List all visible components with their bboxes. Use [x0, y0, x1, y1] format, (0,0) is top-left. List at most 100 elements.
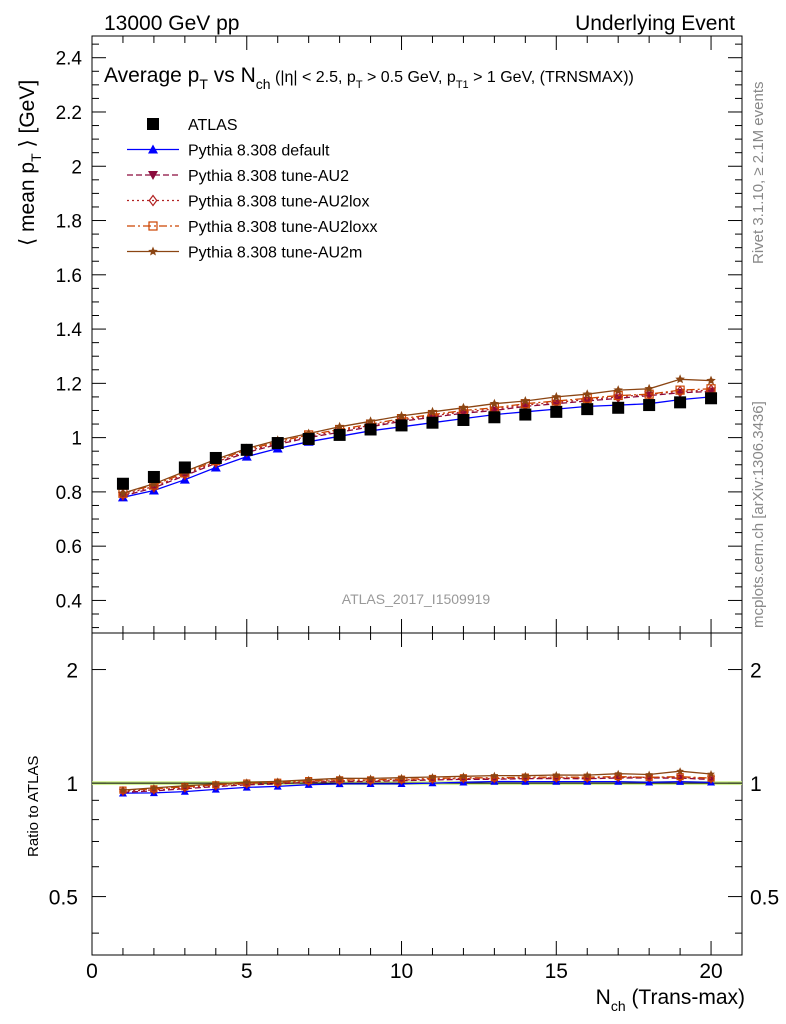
x-tick-label: 0	[86, 960, 98, 983]
data-point	[488, 411, 501, 424]
data-point	[458, 402, 469, 412]
data-point	[240, 443, 253, 456]
ratio-point	[243, 778, 251, 786]
y-tick-label: 2.2	[56, 103, 82, 124]
legend-label: Pythia 8.308 tune-AU2m	[188, 245, 362, 262]
data-point	[396, 410, 407, 420]
ratio-y-axis-label: Ratio to ATLAS	[25, 756, 42, 857]
ratio-point	[583, 771, 591, 779]
ratio-point	[676, 772, 684, 783]
data-point	[644, 383, 654, 393]
y-tick-label: 2.4	[56, 49, 83, 70]
legend-label: Pythia 8.308 tune-AU2loxx	[188, 219, 377, 236]
ratio-tick-label-right: 1	[750, 773, 762, 796]
data-point	[520, 396, 531, 405]
data-point	[427, 406, 438, 416]
ratio-point	[552, 771, 561, 779]
ratio-point	[273, 777, 282, 785]
data-point	[582, 389, 592, 399]
ratio-series-line	[122, 770, 712, 791]
legend-label: Pythia 8.308 tune-AU2lox	[188, 194, 369, 211]
x-tick-label: 10	[390, 960, 413, 983]
legend-entry: Pythia 8.308 tune-AU2lox	[127, 194, 369, 211]
legend-marker	[148, 246, 158, 256]
y-tick-label: 0.8	[56, 483, 82, 504]
ratio-point	[335, 774, 344, 782]
data-point	[519, 408, 532, 421]
data-point	[581, 403, 594, 416]
ratio-point	[521, 771, 530, 779]
data-point	[675, 374, 685, 384]
legend-marker	[147, 118, 159, 130]
ratio-tick-label-right: 2	[750, 660, 762, 683]
data-point	[178, 461, 191, 474]
legend-entry: Pythia 8.308 tune-AU2	[127, 168, 349, 185]
legend-entry: Pythia 8.308 tune-AU2m	[127, 245, 362, 262]
data-point	[613, 394, 624, 404]
data-point	[551, 391, 561, 401]
x-axis-label: Nch (Trans-max)	[596, 986, 745, 1014]
x-tick-label: 15	[545, 960, 568, 983]
ratio-point	[304, 775, 313, 783]
data-point	[551, 399, 562, 409]
header-left: 13000 GeV pp	[104, 12, 239, 35]
ratio-point	[676, 767, 684, 775]
data-point	[613, 385, 623, 395]
data-point	[457, 413, 470, 426]
data-point	[118, 488, 128, 498]
legend-entry: Pythia 8.308 tune-AU2loxx	[127, 219, 377, 236]
data-point	[117, 491, 128, 501]
legend-label: Pythia 8.308 tune-AU2	[188, 168, 349, 185]
legend-entry: Pythia 8.308 default	[127, 143, 330, 160]
x-tick-label: 20	[699, 960, 722, 983]
data-point	[149, 478, 159, 488]
data-point	[550, 405, 563, 418]
data-point	[148, 483, 159, 493]
data-point	[334, 421, 345, 431]
ratio-point	[366, 774, 375, 782]
plot-title: Average pT vs Nch (|η| < 2.5, pT > 0.5 G…	[104, 64, 634, 92]
data-point	[116, 477, 129, 490]
data-point	[209, 451, 222, 464]
data-point	[426, 416, 439, 429]
legend-marker	[148, 221, 158, 231]
ratio-series-line	[122, 775, 712, 791]
data-point	[489, 398, 500, 408]
ratio-series-line	[122, 776, 712, 792]
legend-marker	[148, 144, 158, 154]
data-point	[395, 419, 408, 432]
ratio-point	[212, 780, 220, 788]
legend-marker	[148, 194, 158, 207]
ratio-point	[459, 772, 468, 780]
data-point	[333, 428, 346, 441]
data-point	[582, 396, 593, 406]
ratio-point	[490, 771, 499, 779]
header-right: Underlying Event	[575, 12, 735, 35]
ratio-point	[119, 786, 127, 794]
data-point	[302, 432, 315, 445]
data-point	[706, 375, 716, 385]
y-tick-label: 1.6	[56, 266, 82, 287]
ratio-point	[150, 783, 158, 792]
data-point	[706, 387, 717, 397]
y-tick-label: 2	[71, 157, 82, 178]
ratio-point	[614, 769, 622, 777]
legend-label: Pythia 8.308 default	[188, 143, 330, 160]
ratio-point	[645, 772, 653, 783]
analysis-label: ATLAS_2017_I1509919	[342, 591, 491, 607]
legend-label: ATLAS	[188, 117, 238, 134]
data-point	[147, 470, 160, 483]
data-point	[612, 401, 625, 414]
ratio-tick-label: 2	[66, 660, 78, 683]
ratio-point	[397, 773, 406, 781]
ratio-point	[181, 781, 189, 790]
legend-marker	[148, 171, 158, 180]
series-atlas	[116, 392, 718, 490]
x-tick-label: 5	[241, 960, 253, 983]
data-point	[643, 399, 656, 412]
y-tick-label: 1.8	[56, 212, 82, 233]
ratio-point	[707, 770, 715, 778]
y-tick-label: 0.4	[56, 591, 83, 612]
series-pythia-8-308-tune-au2loxx	[118, 384, 716, 794]
